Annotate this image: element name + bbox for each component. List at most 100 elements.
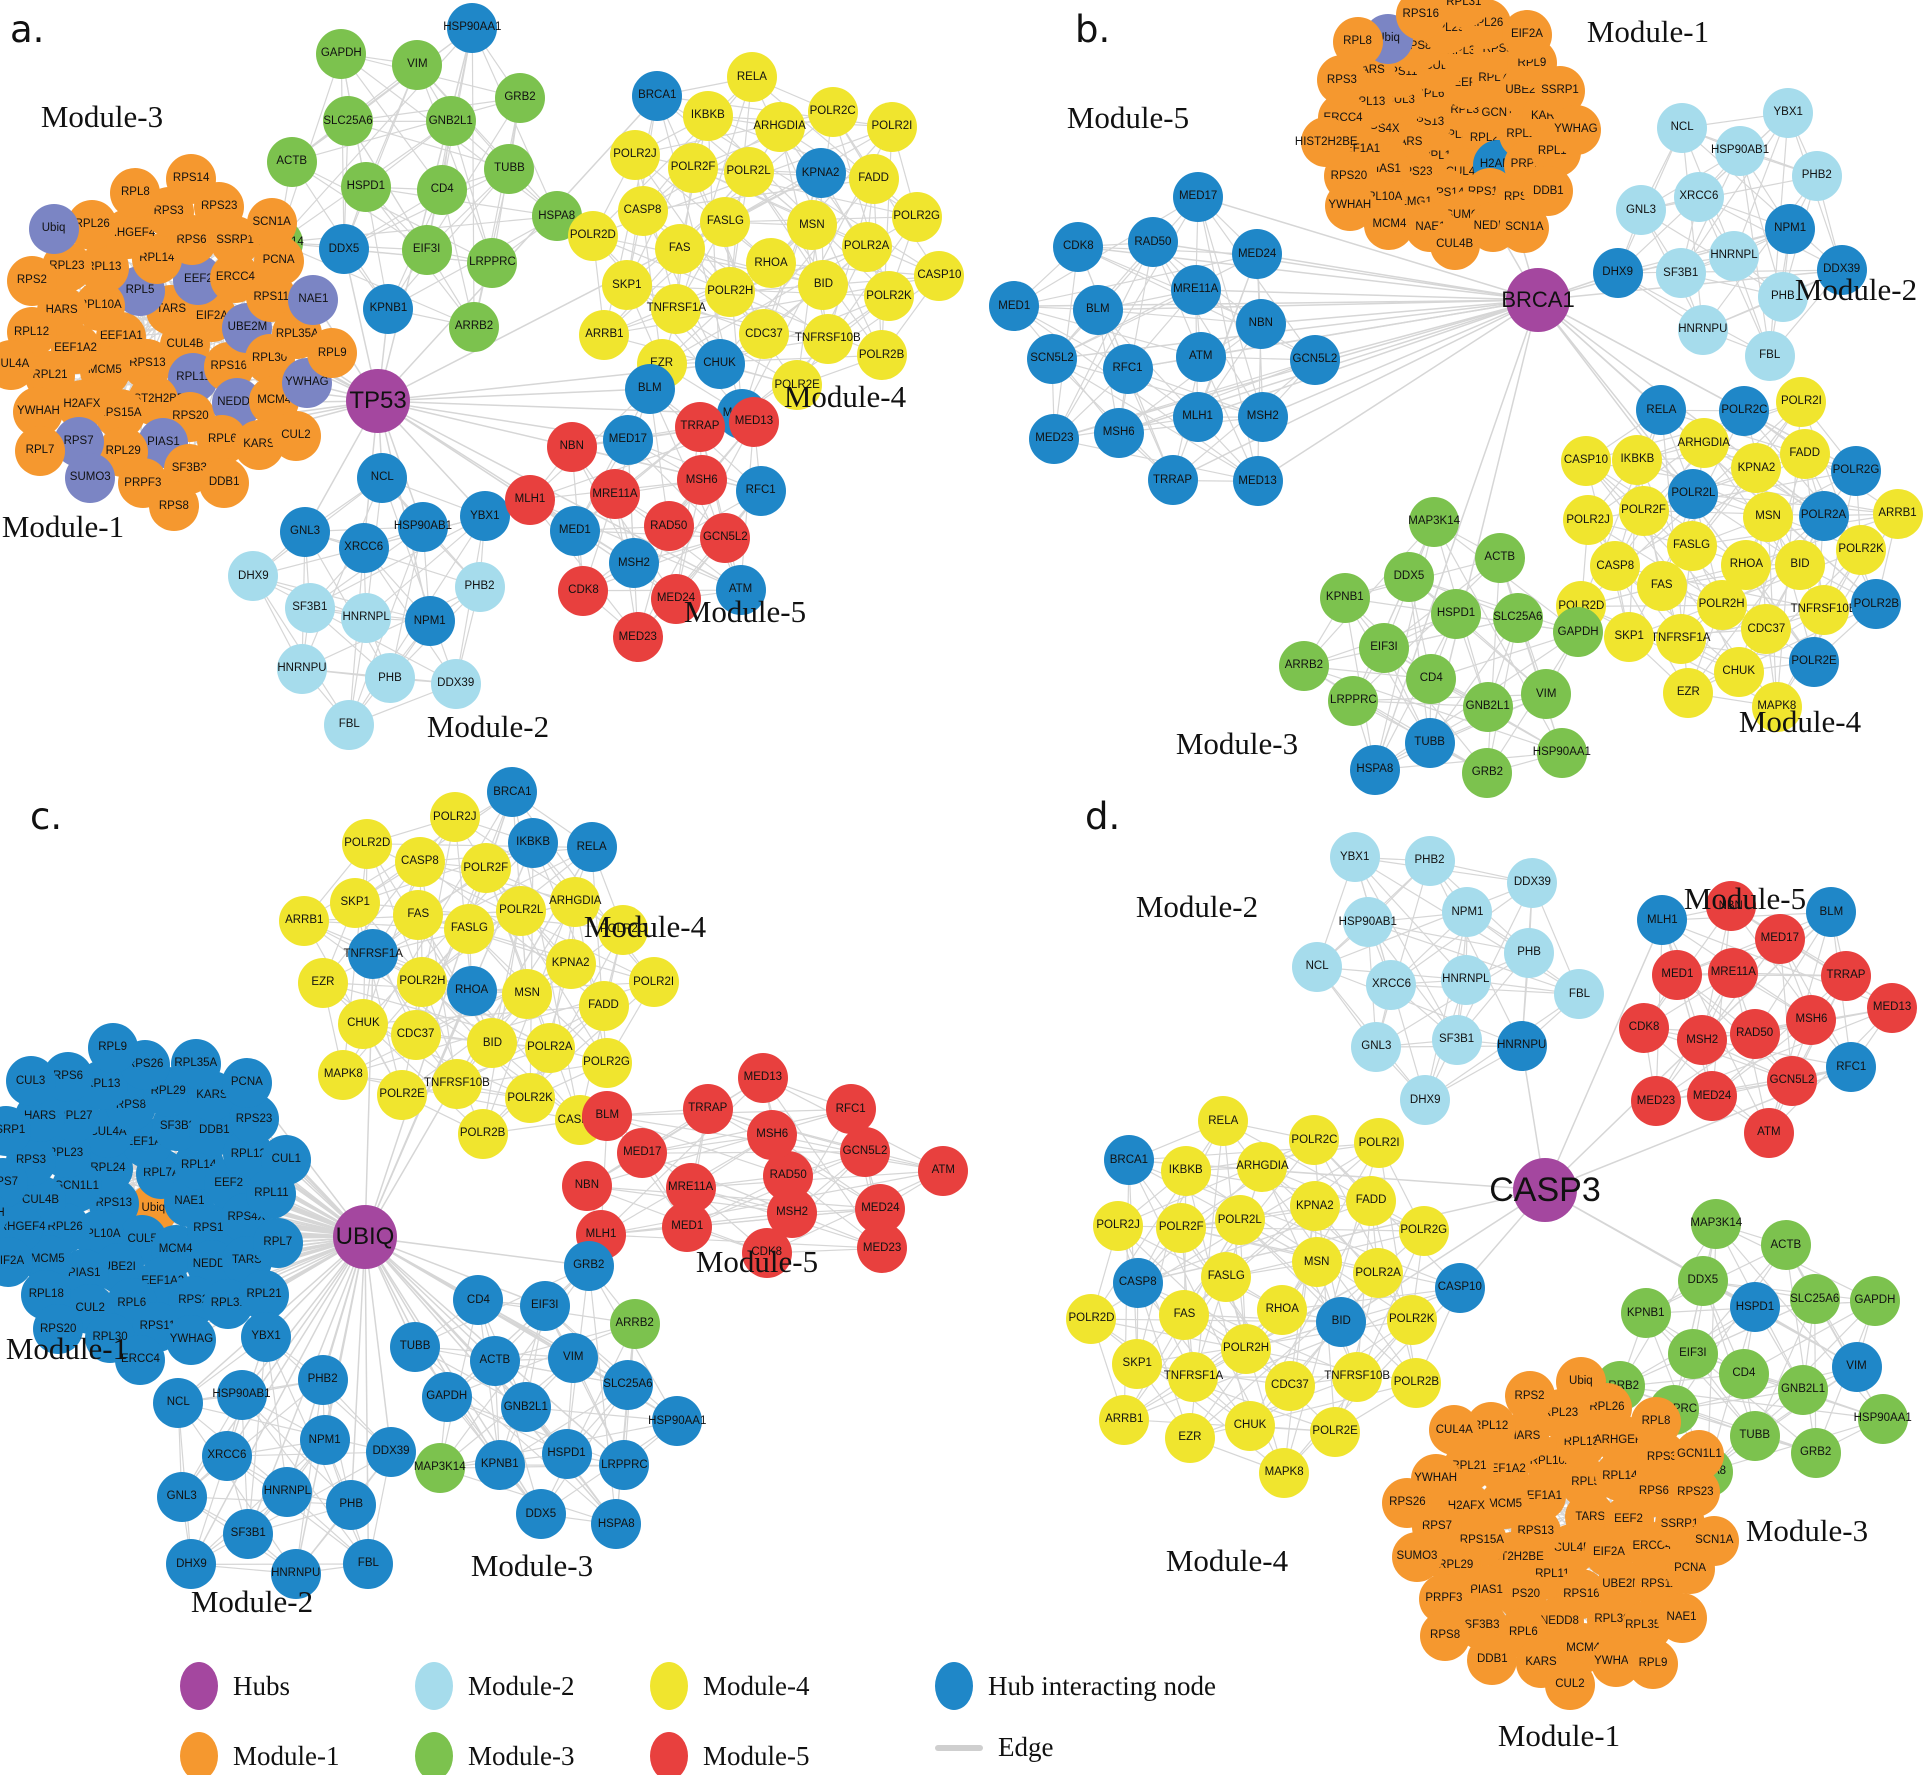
- node-rad50[interactable]: RAD50: [643, 501, 694, 552]
- node-vim[interactable]: VIM: [1831, 1341, 1882, 1392]
- node-rps2[interactable]: RPS2: [1504, 1371, 1555, 1422]
- node-ddb1[interactable]: DDB1: [199, 457, 250, 508]
- node-rfc1[interactable]: RFC1: [825, 1084, 876, 1135]
- node-rps8[interactable]: RPS8: [1420, 1610, 1471, 1661]
- node-nae1[interactable]: NAE1: [1656, 1592, 1707, 1643]
- node-hsp90aa1[interactable]: HSP90AA1: [1533, 727, 1591, 778]
- node-ywhah[interactable]: YWHAH: [1324, 180, 1375, 231]
- node-med17[interactable]: MED17: [1754, 913, 1805, 964]
- node-arrb1[interactable]: ARRB1: [1099, 1394, 1150, 1445]
- node-cdc37[interactable]: CDC37: [1264, 1360, 1315, 1411]
- node-polr2a[interactable]: POLR2A: [524, 1022, 575, 1073]
- node-polr2e[interactable]: POLR2E: [377, 1069, 428, 1120]
- node-polr2e[interactable]: POLR2E: [1310, 1406, 1361, 1457]
- node-msn[interactable]: MSN: [502, 968, 553, 1019]
- node-kpna2[interactable]: KPNA2: [795, 148, 846, 199]
- node-rpl9[interactable]: RPL9: [87, 1022, 138, 1073]
- node-polr2i[interactable]: POLR2I: [628, 957, 679, 1008]
- node-ywhag[interactable]: YWHAG: [166, 1314, 217, 1365]
- node-arrb2[interactable]: ARRB2: [1278, 641, 1329, 692]
- node-med1[interactable]: MED1: [549, 505, 600, 556]
- node-rps14[interactable]: RPS14: [166, 154, 217, 205]
- node-kpnb1[interactable]: KPNB1: [1620, 1288, 1671, 1339]
- node-ezr[interactable]: EZR: [297, 957, 348, 1008]
- node-chuk[interactable]: CHUK: [694, 339, 745, 390]
- node-msn[interactable]: MSN: [1291, 1237, 1342, 1288]
- node-kpna2[interactable]: KPNA2: [545, 938, 596, 989]
- node-gnb2l1[interactable]: GNB2L1: [425, 96, 476, 147]
- node-nbn[interactable]: NBN: [561, 1161, 612, 1212]
- node-ezr[interactable]: EZR: [1663, 667, 1714, 718]
- node-blm[interactable]: BLM: [1072, 284, 1123, 335]
- node-brca1[interactable]: BRCA1: [1103, 1135, 1154, 1186]
- node-polr2e[interactable]: POLR2E: [1789, 636, 1840, 687]
- node-gnl3[interactable]: GNL3: [1616, 185, 1666, 236]
- node-msh6[interactable]: MSH6: [747, 1110, 798, 1161]
- node-hspd1[interactable]: HSPD1: [541, 1429, 592, 1480]
- node-eif2a[interactable]: EIF2A: [1501, 9, 1552, 60]
- node-eif3i[interactable]: EIF3I: [1667, 1328, 1718, 1379]
- node-hsp90ab1[interactable]: HSP90AB1: [1711, 126, 1769, 177]
- node-phb2[interactable]: PHB2: [454, 561, 505, 612]
- node-rps8[interactable]: RPS8: [148, 481, 199, 532]
- node-polr2g[interactable]: POLR2G: [1830, 445, 1881, 496]
- node-blm[interactable]: BLM: [582, 1090, 633, 1141]
- node-tnfrsf1a[interactable]: TNFRSF1A: [647, 283, 706, 334]
- node-casp10[interactable]: CASP10: [1560, 436, 1611, 487]
- node-scn1a[interactable]: SCN1A: [1499, 202, 1550, 253]
- node-kpna2[interactable]: KPNA2: [1289, 1181, 1340, 1232]
- node-casp8[interactable]: CASP8: [617, 185, 668, 236]
- node-npm1[interactable]: NPM1: [299, 1415, 350, 1466]
- node-hnrnpu[interactable]: HNRNPU: [1496, 1021, 1547, 1071]
- node-hnrnpu[interactable]: HNRNPU: [276, 643, 327, 694]
- node-ddx39[interactable]: DDX39: [430, 658, 481, 709]
- node-rad50[interactable]: RAD50: [1729, 1009, 1780, 1060]
- node-cdk8[interactable]: CDK8: [1053, 221, 1104, 272]
- node-ybx1[interactable]: YBX1: [241, 1312, 292, 1363]
- node-rfc1[interactable]: RFC1: [1102, 344, 1153, 395]
- node-slc25a6[interactable]: SLC25A6: [1789, 1274, 1840, 1325]
- node-phb2[interactable]: PHB2: [1404, 835, 1455, 886]
- node-nbn[interactable]: NBN: [1235, 298, 1286, 349]
- node-med23[interactable]: MED23: [1029, 413, 1080, 464]
- node-ubiq[interactable]: Ubiq: [1555, 1356, 1606, 1407]
- node-gapdh[interactable]: GAPDH: [1849, 1276, 1900, 1327]
- node-tnfrsf1a[interactable]: TNFRSF1A: [1651, 614, 1710, 665]
- node-polr2h[interactable]: POLR2H: [1696, 580, 1747, 631]
- node-tubb[interactable]: TUBB: [390, 1321, 441, 1372]
- node-eif3i[interactable]: EIF3I: [401, 225, 452, 276]
- node-kpnb1[interactable]: KPNB1: [1319, 572, 1370, 623]
- node-scn1a[interactable]: SCN1A: [246, 198, 297, 249]
- node-kpnb1[interactable]: KPNB1: [474, 1439, 525, 1490]
- node-hnrnpl[interactable]: HNRNPL: [1440, 954, 1491, 1005]
- node-tubb[interactable]: TUBB: [484, 143, 535, 194]
- node-fas[interactable]: FAS: [654, 223, 705, 274]
- node-fadd[interactable]: FADD: [848, 154, 899, 205]
- node-polr2c[interactable]: POLR2C: [807, 87, 858, 138]
- node-polr2k[interactable]: POLR2K: [863, 271, 914, 322]
- node-polr2l[interactable]: POLR2L: [1214, 1195, 1265, 1246]
- node-ikbkb[interactable]: IKBKB: [1160, 1145, 1211, 1196]
- node-fas[interactable]: FAS: [1159, 1289, 1210, 1340]
- node-polr2i[interactable]: POLR2I: [866, 101, 917, 152]
- node-cdk8[interactable]: CDK8: [558, 565, 609, 616]
- node-ncl[interactable]: NCL: [357, 452, 408, 503]
- node-ubiq[interactable]: Ubiq: [28, 203, 79, 254]
- node-hsp90ab1[interactable]: HSP90AB1: [1339, 897, 1397, 948]
- node-tnfrsf10b[interactable]: TNFRSF10B: [795, 313, 861, 364]
- node-eif3i[interactable]: EIF3I: [1359, 622, 1410, 673]
- node-rela[interactable]: RELA: [1636, 385, 1687, 436]
- node-ybx1[interactable]: YBX1: [1329, 832, 1380, 883]
- node-actb[interactable]: ACTB: [1760, 1220, 1811, 1271]
- node-mlh1[interactable]: MLH1: [1172, 392, 1223, 443]
- node-actb[interactable]: ACTB: [266, 136, 317, 187]
- node-brca1[interactable]: BRCA1: [632, 70, 683, 121]
- node-hnrnpl[interactable]: HNRNPL: [1708, 230, 1759, 281]
- node-tnfrsf10b[interactable]: TNFRSF10B: [1791, 584, 1856, 635]
- node-sf3b1[interactable]: SF3B1: [1431, 1014, 1482, 1065]
- node-sumo3[interactable]: SUMO3: [1391, 1531, 1442, 1582]
- node-polr2f[interactable]: POLR2F: [1618, 485, 1669, 536]
- node-med13[interactable]: MED13: [728, 396, 779, 447]
- node-polr2f[interactable]: POLR2F: [668, 142, 719, 193]
- node-med1[interactable]: MED1: [1652, 949, 1703, 1000]
